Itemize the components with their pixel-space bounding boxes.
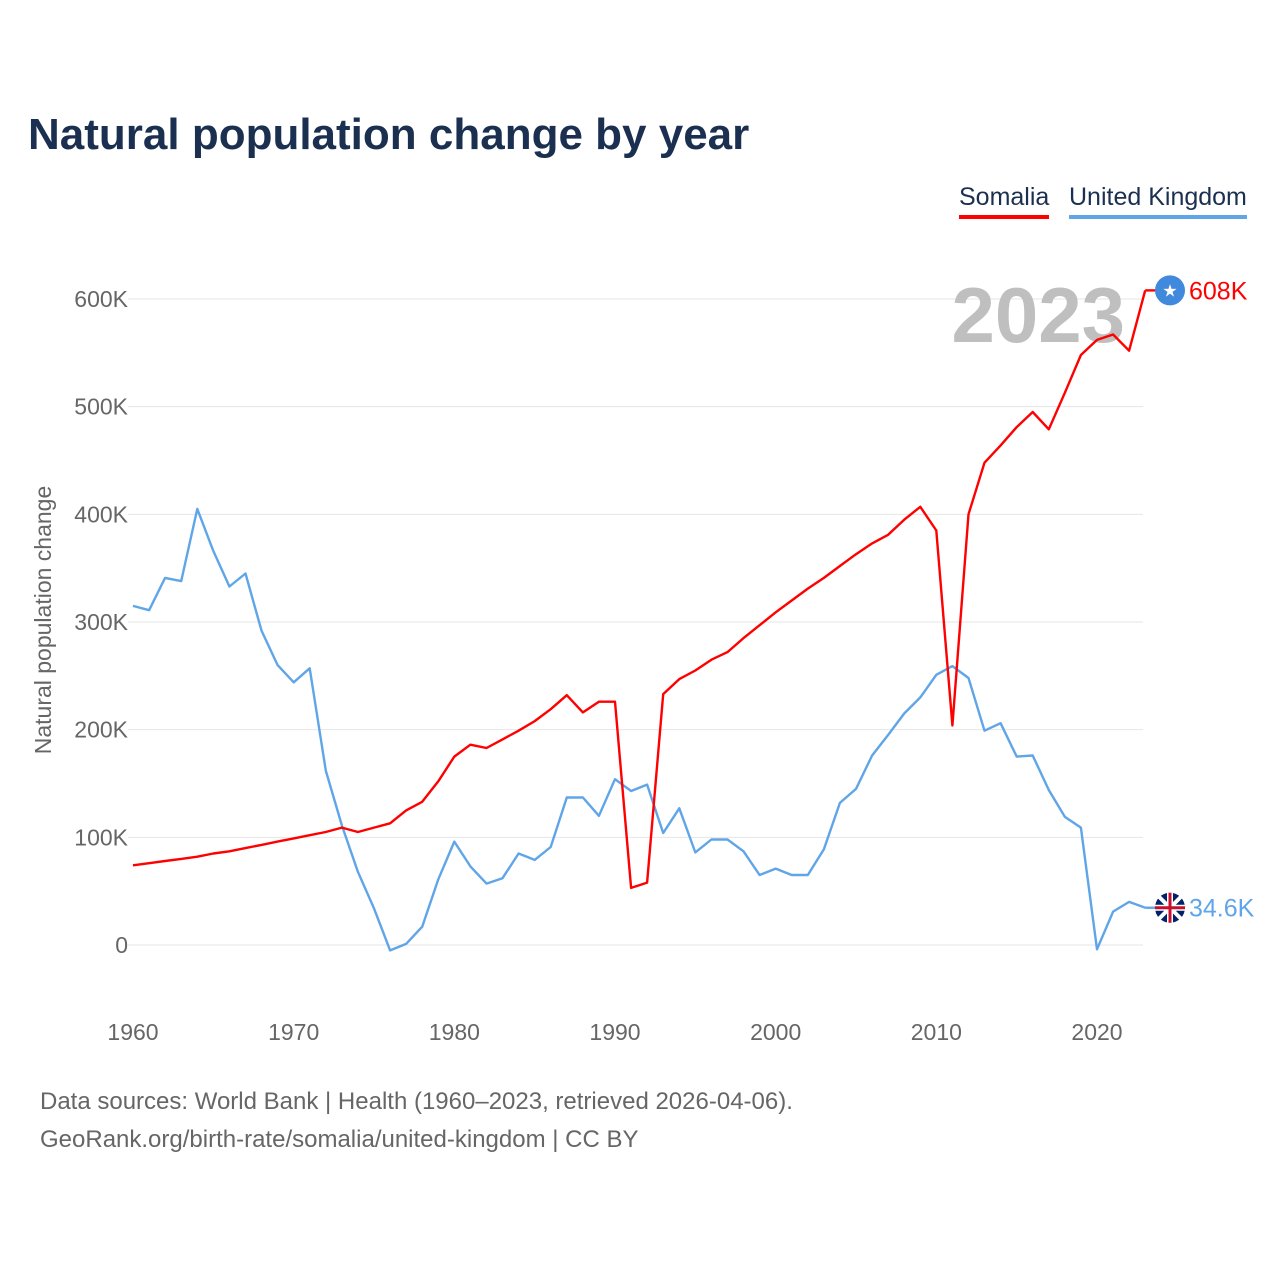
series-line-somalia (132, 290, 1147, 890)
legend-item-united-kingdom[interactable]: United Kingdom (1069, 183, 1247, 219)
series-end-label: 608K (1189, 277, 1248, 305)
y-tick-label: 300K (74, 609, 128, 635)
y-tick-label: 100K (74, 824, 128, 850)
x-tick-label: 1970 (268, 1019, 319, 1045)
footer-sources: Data sources: World Bank | Health (1960–… (40, 1088, 793, 1115)
footer-link[interactable]: GeoRank.org/birth-rate/somalia/united-ki… (40, 1126, 639, 1153)
y-axis-label: Natural population change (30, 486, 56, 755)
y-tick-label: 600K (74, 286, 128, 312)
x-tick-label: 2010 (911, 1019, 962, 1045)
x-tick-label: 1990 (589, 1019, 640, 1045)
series-end-label: 34.6K (1189, 895, 1255, 923)
y-tick-label: 0 (115, 932, 128, 958)
y-tick-label: 500K (74, 394, 128, 420)
x-tick-label: 1960 (107, 1019, 158, 1045)
y-tick-label: 400K (74, 501, 128, 527)
somalia-flag-icon (1155, 275, 1185, 306)
x-tick-label: 2000 (750, 1019, 801, 1045)
chart-title: Natural population change by year (28, 110, 750, 159)
flag-star-icon: ★ (1162, 281, 1177, 300)
year-watermark: 2023 (951, 271, 1125, 359)
flag-cross-red-icon (1155, 892, 1185, 923)
y-tick-label: 200K (74, 717, 128, 743)
legend-item-somalia[interactable]: Somalia (959, 183, 1050, 219)
series-line-united-kingdom (132, 507, 1146, 952)
x-tick-label: 2020 (1071, 1019, 1122, 1045)
x-tick-label: 1980 (429, 1019, 480, 1045)
